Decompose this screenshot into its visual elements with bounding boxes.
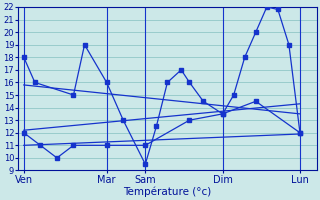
X-axis label: Température (°c): Température (°c) [123, 186, 212, 197]
